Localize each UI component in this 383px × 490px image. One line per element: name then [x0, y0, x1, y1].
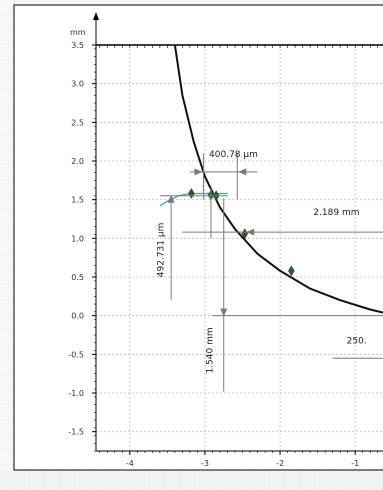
x-tick-label: -1: [351, 459, 359, 468]
bottom-gutter: [0, 470, 383, 490]
annotation-label: 1.540 mm: [205, 327, 215, 373]
annotation-label: 250.: [347, 337, 367, 347]
tick-labels: 3.5 3.0 2.5 2.0 1.5 1.0 0.5 0.0 -0.5 -1.0 -1.5 -4 -3…: [68, 28, 359, 468]
annotation-label: 400.78 µm: [209, 150, 258, 160]
annotation-label: 2.189 mm: [313, 208, 359, 218]
y-tick-label: -1.5: [68, 428, 84, 437]
y-tick-label: 1.0: [71, 234, 84, 243]
x-tick-label: -3: [201, 459, 209, 468]
x-tick-label: -4: [126, 459, 134, 468]
y-tick-label: 3.0: [71, 80, 84, 89]
y-axis-arrow: [93, 12, 99, 20]
y-tick-label: 2.5: [71, 118, 84, 127]
y-tick-label: 1.5: [71, 196, 84, 205]
plot-area: [13, 4, 383, 471]
dimension-arrow: [194, 168, 203, 176]
dimension-arrow: [167, 194, 175, 203]
dimension-arrow: [220, 308, 228, 317]
y-axis-label: mm: [70, 28, 86, 37]
point-marker: [288, 265, 295, 277]
annotations: 400.78 µm 2.189 mm 492.731 µm 1.540 mm 250.: [157, 150, 383, 392]
arc-curve: [173, 44, 383, 314]
y-tick-label: 0.5: [71, 273, 84, 282]
axes: [92, 12, 383, 455]
y-tick-label: 0.0: [71, 312, 84, 321]
x-tick-label: -2: [276, 459, 284, 468]
y-tick-label: 3.5: [71, 41, 84, 50]
dimension-arrow: [246, 228, 255, 236]
y-tick-label: -0.5: [68, 350, 84, 359]
y-tick-label: -1.0: [68, 389, 84, 398]
annotation-label: 492.731 µm: [157, 223, 167, 278]
dimension-arrow: [238, 168, 247, 176]
y-tick-label: 2.0: [71, 157, 84, 166]
